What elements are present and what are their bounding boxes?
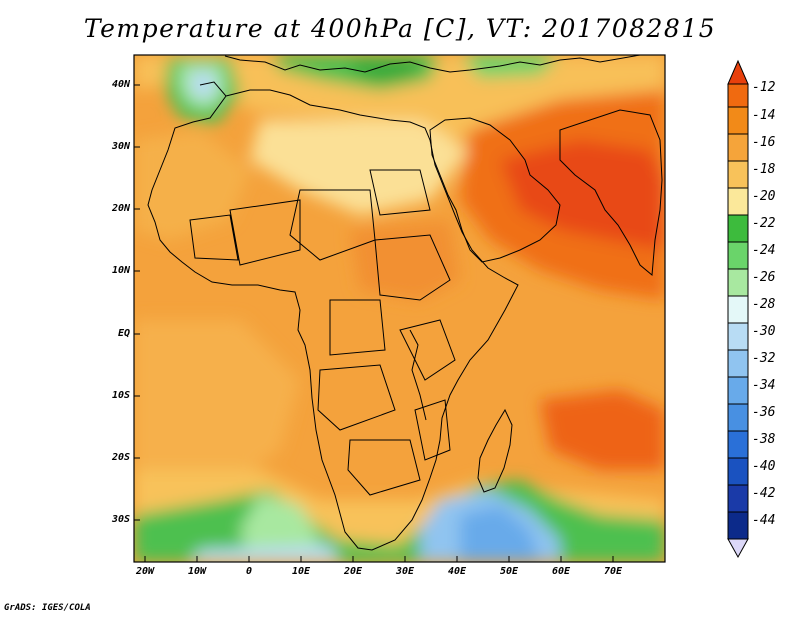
colorbar-label: -42 [752, 486, 776, 501]
field-iberia-cold [190, 72, 216, 100]
colorbar-label: -22 [752, 216, 776, 231]
field-caspian-green [460, 55, 560, 78]
field-south-edge-cold [190, 545, 340, 562]
colorbar-label: -44 [752, 513, 776, 528]
colorbar-label: -20 [752, 189, 776, 204]
credit-text: GrADS: IGES/COLA [4, 603, 91, 613]
colorbar-bin [727, 214, 749, 243]
field-central-warm [350, 220, 460, 300]
india-outline [559, 109, 663, 276]
field-madagascar-warm [540, 390, 665, 470]
field-se-colder [460, 505, 540, 562]
colorbar-bin [727, 106, 749, 135]
colorbar-label: -18 [752, 162, 776, 177]
colorbar-bin [727, 430, 749, 459]
colorbar-bin [727, 83, 749, 108]
field-sahara-cool [250, 120, 470, 215]
lat-label: 20S [111, 452, 130, 463]
lat-label: 30S [111, 514, 130, 525]
lon-label: 20W [135, 566, 155, 577]
lat-label: 10S [111, 390, 130, 401]
colorbar-label: -24 [752, 243, 776, 258]
colorbar-label: -38 [752, 432, 776, 447]
colorbar-bin [727, 457, 749, 486]
colorbar-label: -34 [752, 378, 776, 393]
lat-label: EQ [117, 328, 130, 339]
colorbar-label: -36 [752, 405, 776, 420]
colorbar-bin [727, 376, 749, 405]
map-frame [133, 54, 666, 563]
lat-label: 10N [111, 265, 130, 276]
temperature-field [134, 55, 665, 562]
lon-label: 20E [343, 566, 363, 577]
coastlines [147, 55, 663, 551]
colorbar-bin [727, 322, 749, 351]
colorbar-label: -28 [752, 297, 776, 312]
colorbar-bin [727, 268, 749, 297]
colorbar-bin [727, 484, 749, 513]
colorbar-label: -32 [752, 351, 776, 366]
colorbar-label: -16 [752, 135, 776, 150]
madagascar-outline [477, 408, 513, 493]
field-sw-cold [240, 495, 320, 562]
lon-label: 50E [499, 566, 519, 577]
colorbar-label: -12 [752, 80, 776, 95]
lon-label: 10E [291, 566, 311, 577]
colorbar-bin [727, 187, 749, 216]
country-borders [189, 169, 456, 496]
field-atlantic-south [134, 320, 300, 490]
field-india-hot [500, 140, 665, 250]
lon-label: 0 [245, 566, 253, 577]
colorbar-bin [727, 349, 749, 378]
field-med-dark [350, 58, 420, 84]
colorbar-bin [727, 241, 749, 270]
lon-label: 40E [447, 566, 467, 577]
rift-lakes [409, 329, 427, 421]
lat-label: 30N [111, 141, 130, 152]
colorbar-bin [727, 295, 749, 324]
lat-label: 20N [111, 203, 130, 214]
lon-label: 10W [187, 566, 207, 577]
colorbar-bin [727, 511, 749, 540]
colorbar-bin [727, 133, 749, 162]
colorbar-bin [727, 160, 749, 189]
lon-label: 60E [551, 566, 571, 577]
colorbar-top-arrow [727, 59, 749, 85]
colorbar-label: -40 [752, 459, 776, 474]
field-west-sahara [134, 130, 250, 240]
colorbar-label: -14 [752, 108, 776, 123]
colorbar-bin [727, 403, 749, 432]
axis-ticks [134, 84, 614, 562]
colorbar-label: -30 [752, 324, 776, 339]
field-north-band [134, 55, 665, 150]
europe-coast [224, 55, 641, 73]
colorbar-bottom-arrow [727, 538, 749, 559]
colorbar-label: -26 [752, 270, 776, 285]
lon-label: 30E [395, 566, 415, 577]
map-title: Temperature at 400hPa [C], VT: 201708281… [83, 14, 717, 43]
arabia-outline [429, 117, 561, 263]
colorbar [727, 59, 749, 559]
lon-label: 70E [603, 566, 623, 577]
lat-label: 40N [111, 79, 130, 90]
